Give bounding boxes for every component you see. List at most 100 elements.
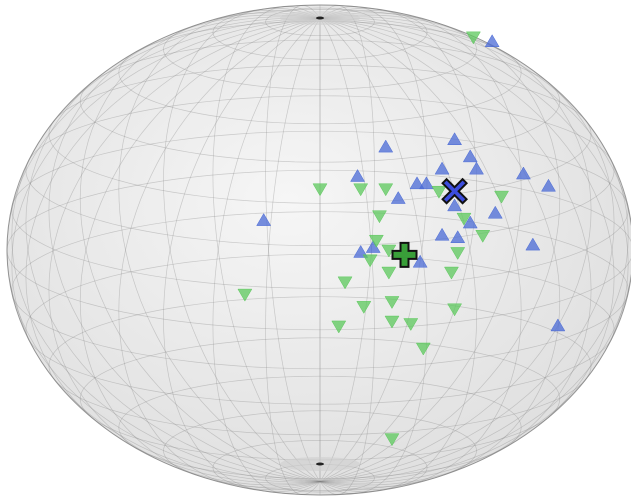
meridian [319,5,375,482]
point [237,288,253,302]
meridian [265,5,321,482]
point [450,247,466,260]
point [550,318,566,332]
meridian [319,17,592,486]
meridian [319,17,615,484]
parallel [163,9,477,90]
meridian [319,12,561,483]
meridian [319,6,428,482]
point [525,237,541,251]
parallel [25,95,615,247]
meridian [319,18,428,494]
point [412,254,428,268]
point [444,266,459,280]
point [475,230,491,243]
parallel [79,39,561,163]
mean-marker [391,241,418,268]
parallel [25,253,615,405]
point [312,183,328,197]
meridian [319,17,629,483]
meridian [319,10,522,483]
point [384,296,400,309]
point [447,198,463,212]
point [372,210,387,224]
point [469,161,484,175]
meridian [163,17,321,493]
parallel [11,211,629,370]
point [541,178,556,192]
graticule [6,4,631,496]
point [337,276,353,290]
south-pole-dot [316,462,324,466]
point [456,212,472,226]
parallel [48,296,592,436]
point [331,320,347,334]
meridian [48,17,321,486]
meridian [319,17,561,488]
parallel [11,130,629,289]
point [447,303,463,317]
meridian [6,17,321,483]
point [378,139,394,153]
meridian [265,18,321,495]
point [434,227,450,241]
parallel [265,7,375,37]
meridian [79,12,321,483]
point [384,315,400,329]
meridian [319,14,592,483]
points [237,31,566,447]
point [403,318,419,331]
north-pole-dot [316,16,324,20]
point [494,190,509,204]
sphere [6,4,631,496]
point [462,149,478,163]
meridian [118,17,321,490]
meridian [319,18,375,495]
parallel [163,410,477,491]
parallel [48,64,592,204]
meridian [319,17,477,493]
point [384,433,400,447]
point [465,31,481,45]
meridian [319,17,522,490]
parallel [212,4,428,60]
point [350,169,365,182]
mean-marker [441,177,469,205]
meridian [319,17,631,483]
meridian [25,16,321,483]
point [431,185,447,199]
meridian [319,16,615,483]
point [362,254,378,268]
point [415,342,431,356]
point [381,266,397,280]
parallel [79,337,561,461]
parallel [118,375,522,480]
point [462,215,478,229]
point [447,132,463,145]
point [484,34,500,47]
point [353,244,369,258]
meridian [11,17,321,483]
point [418,176,434,190]
meridian [48,14,321,483]
point [378,183,394,197]
meridian [212,6,321,482]
meridian [212,18,321,494]
point [450,230,466,243]
meridian [25,17,321,484]
point [256,213,272,226]
meridian [79,17,321,488]
point [368,234,384,248]
meridian [118,10,321,483]
meridian [319,7,477,483]
point [487,205,503,219]
point [390,191,406,204]
meridian [163,7,321,483]
point [353,183,369,197]
meridian [11,17,321,483]
parallel [212,440,428,496]
point [356,301,372,314]
parallel [6,169,631,331]
point [434,161,450,175]
